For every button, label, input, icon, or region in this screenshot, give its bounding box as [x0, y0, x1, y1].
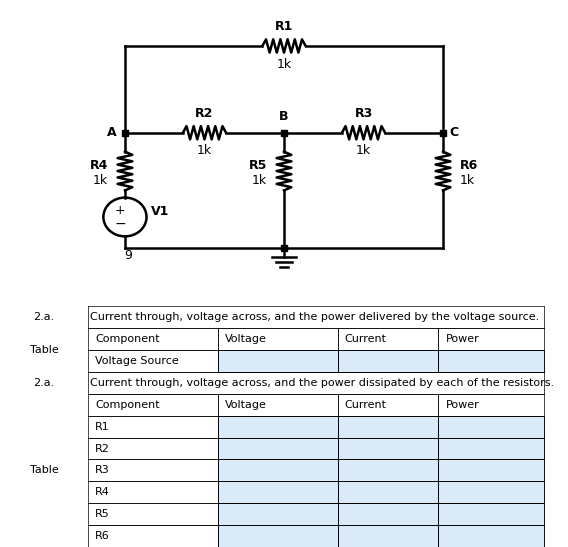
Bar — [337, 416, 438, 438]
Text: Power: Power — [446, 400, 479, 410]
Bar — [438, 438, 544, 459]
Bar — [438, 481, 544, 503]
Text: R2: R2 — [95, 444, 110, 453]
Text: R4: R4 — [90, 159, 108, 172]
Text: B: B — [279, 109, 289, 123]
Bar — [218, 438, 337, 459]
Bar — [337, 481, 438, 503]
Text: Voltage: Voltage — [225, 334, 267, 344]
Text: A: A — [107, 126, 116, 139]
Text: Voltage: Voltage — [225, 400, 267, 410]
Bar — [438, 525, 544, 547]
Bar — [337, 525, 438, 547]
Bar — [337, 350, 438, 372]
Bar — [438, 416, 544, 438]
Text: Current through, voltage across, and the power dissipated by each of the resisto: Current through, voltage across, and the… — [90, 378, 554, 388]
Text: 2.a.: 2.a. — [34, 312, 55, 322]
Text: Table: Table — [30, 465, 59, 475]
Text: R3: R3 — [354, 107, 373, 120]
Text: R6: R6 — [460, 159, 478, 172]
Bar — [438, 503, 544, 525]
Bar — [337, 459, 438, 481]
Text: 1k: 1k — [460, 174, 475, 187]
Bar — [218, 525, 337, 547]
Text: 1k: 1k — [93, 174, 108, 187]
Bar — [218, 503, 337, 525]
Bar — [218, 459, 337, 481]
Text: R5: R5 — [249, 159, 267, 172]
Text: Component: Component — [95, 400, 160, 410]
Text: Component: Component — [95, 334, 160, 344]
Text: R1: R1 — [95, 422, 110, 432]
Text: R3: R3 — [95, 465, 110, 475]
Text: R4: R4 — [95, 487, 110, 497]
Bar — [218, 481, 337, 503]
Text: Current: Current — [345, 334, 387, 344]
Text: +: + — [115, 204, 126, 217]
Bar — [438, 350, 544, 372]
Text: Power: Power — [446, 334, 479, 344]
Text: R1: R1 — [275, 20, 293, 33]
Text: Voltage Source: Voltage Source — [95, 356, 179, 366]
Text: Current: Current — [345, 400, 387, 410]
Bar — [438, 459, 544, 481]
Text: 2.a.: 2.a. — [34, 378, 55, 388]
Text: 1k: 1k — [252, 174, 267, 187]
Bar — [218, 350, 337, 372]
Text: V1: V1 — [151, 205, 169, 218]
Text: 1k: 1k — [277, 57, 291, 71]
Text: −: − — [115, 217, 126, 231]
Text: C: C — [450, 126, 459, 139]
Bar — [218, 416, 337, 438]
Bar — [337, 503, 438, 525]
Text: R5: R5 — [95, 509, 110, 519]
Text: Current through, voltage across, and the power delivered by the voltage source.: Current through, voltage across, and the… — [90, 312, 540, 322]
Text: R2: R2 — [195, 107, 214, 120]
Text: R6: R6 — [95, 531, 110, 541]
Text: 9: 9 — [124, 249, 132, 261]
Text: Table: Table — [30, 345, 59, 355]
Text: 1k: 1k — [356, 144, 371, 158]
Bar — [337, 438, 438, 459]
Text: 1k: 1k — [197, 144, 212, 158]
